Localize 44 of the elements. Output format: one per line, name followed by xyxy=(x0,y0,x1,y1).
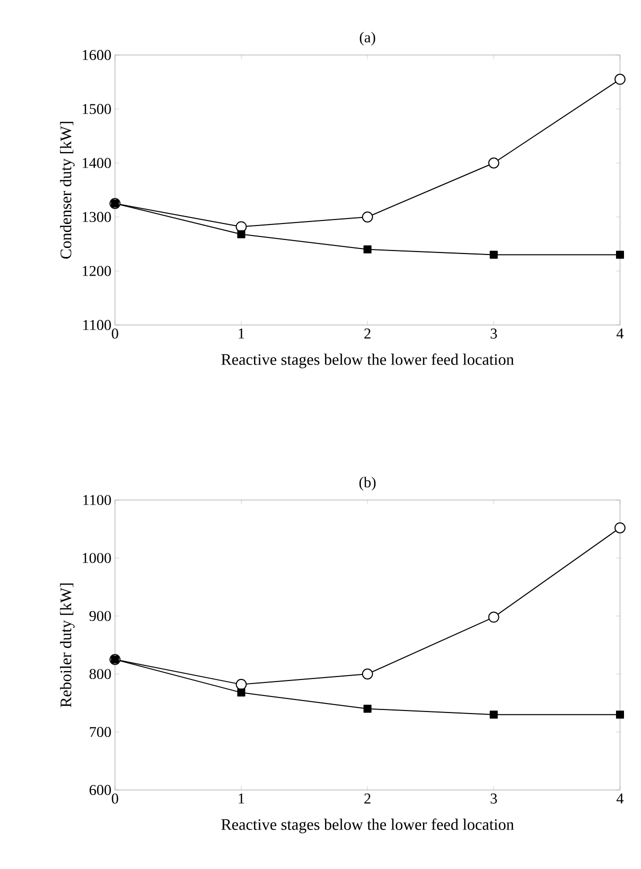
point xyxy=(362,211,373,222)
x-tick-label: 1 xyxy=(238,328,244,338)
point xyxy=(236,221,247,232)
x-tick-label: 0 xyxy=(112,328,118,339)
x-tick-label: 4 xyxy=(616,794,624,804)
y-tick-label: 800 xyxy=(90,668,111,680)
point xyxy=(616,710,624,719)
point xyxy=(490,710,498,719)
point xyxy=(237,230,246,238)
y-axis-title: Condenser duty [kW] xyxy=(60,122,75,259)
y-tick-label: 900 xyxy=(89,610,111,622)
chart-title: (b) xyxy=(359,476,376,490)
chart-title: (a) xyxy=(360,32,376,46)
x-tick-label: 0 xyxy=(112,794,118,804)
x-tick-label: 3 xyxy=(490,328,497,339)
point xyxy=(236,678,247,690)
x-tick-label: 1 xyxy=(238,794,244,804)
y-tick-label: 1300 xyxy=(82,212,111,222)
point xyxy=(237,688,246,697)
x-tick-label: 3 xyxy=(490,794,497,804)
y-tick-label: 1400 xyxy=(82,158,111,168)
y-tick-label: 1100 xyxy=(83,494,111,506)
y-tick-label: 1600 xyxy=(82,50,111,60)
y-tick-label: 700 xyxy=(90,726,111,738)
y-tick-label: 1000 xyxy=(82,552,111,564)
y-axis-title: Reboiler duty [kW] xyxy=(60,584,75,708)
point xyxy=(614,522,626,534)
y-tick-label: 1500 xyxy=(82,104,111,114)
x-axis-title: Reactive stages below the lower feed location xyxy=(221,818,514,834)
point xyxy=(614,74,626,85)
point xyxy=(488,157,500,168)
y-tick-label: 1200 xyxy=(82,266,111,276)
x-tick-label: 2 xyxy=(364,794,370,804)
point xyxy=(364,704,372,713)
point xyxy=(490,250,498,259)
x-tick-label: 4 xyxy=(616,328,624,338)
point xyxy=(616,250,624,259)
point xyxy=(362,668,373,680)
y-tick-label: 1100 xyxy=(83,320,111,330)
x-tick-label: 2 xyxy=(364,328,370,338)
point xyxy=(364,245,372,254)
y-tick-label: 600 xyxy=(90,784,111,796)
x-axis-title: Reactive stages below the lower feed location xyxy=(221,354,514,368)
point xyxy=(488,612,500,623)
